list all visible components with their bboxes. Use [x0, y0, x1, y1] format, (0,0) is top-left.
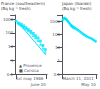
svg-text:1000: 1000 [3, 17, 14, 22]
svg-text:June 20: June 20 [30, 82, 47, 87]
svg-text:1st may 1986: 1st may 1986 [16, 76, 44, 81]
svg-text:0.1: 0.1 [7, 72, 14, 77]
svg-text:France (southeastern): France (southeastern) [1, 1, 45, 6]
svg-text:May 10: May 10 [81, 82, 96, 87]
svg-text:(Bq kg⁻¹ fresh): (Bq kg⁻¹ fresh) [62, 6, 92, 11]
svg-text:1000: 1000 [50, 19, 61, 24]
svg-text:10: 10 [8, 44, 14, 49]
svg-text:▲ Provence: ▲ Provence [19, 62, 42, 68]
svg-text:1: 1 [57, 58, 60, 63]
svg-text:0.1: 0.1 [54, 72, 61, 77]
svg-text:1: 1 [11, 58, 14, 63]
svg-text:100: 100 [52, 32, 60, 37]
svg-text:Japan (Ibaraki): Japan (Ibaraki) [62, 1, 92, 6]
svg-text:100: 100 [6, 30, 14, 35]
svg-text:(Bq kg⁻¹ fresh): (Bq kg⁻¹ fresh) [1, 6, 31, 11]
svg-text:March 11, 2011: March 11, 2011 [63, 76, 95, 81]
svg-text:■ Corsica: ■ Corsica [19, 68, 39, 73]
svg-text:10: 10 [55, 45, 61, 50]
